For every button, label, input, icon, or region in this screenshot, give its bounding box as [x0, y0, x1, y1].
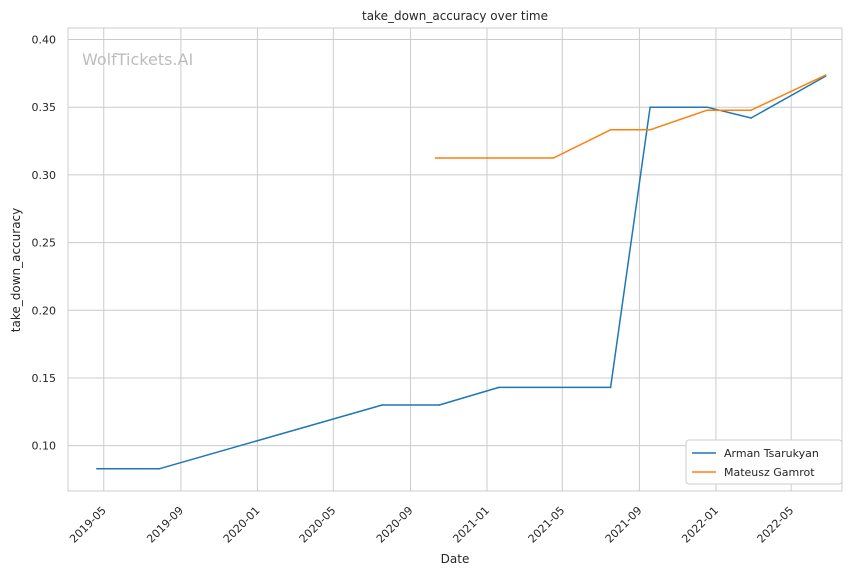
data-point-mateusz-gamrot-5 [706, 109, 708, 111]
legend-box [685, 439, 843, 485]
data-point-arman-tsarukyan-8 [750, 117, 752, 119]
data-point-arman-tsarukyan-6 [649, 106, 651, 108]
y-axis-title: take_down_accuracy [9, 208, 23, 332]
y-tick-label-0-10: 0.10 [32, 440, 57, 453]
y-tick-label-0-20: 0.20 [32, 304, 57, 317]
series-line-arman-tsarukyan [96, 75, 827, 470]
grid [68, 28, 842, 491]
data-point-mateusz-gamrot-6 [750, 109, 752, 111]
data-point-arman-tsarukyan-1 [158, 467, 161, 470]
y-tick-label-0-15: 0.15 [32, 372, 57, 385]
data-point-arman-tsarukyan-3 [438, 404, 441, 406]
series-layer [96, 74, 827, 470]
data-point-arman-tsarukyan-2 [381, 404, 384, 406]
y-tick-label-0-35: 0.35 [32, 101, 57, 114]
x-axis-title: Date [441, 552, 470, 566]
legend-label-mateusz-gamrot: Mateusz Gamrot [724, 466, 815, 479]
data-point-arman-tsarukyan-7 [706, 106, 708, 108]
watermark-text: WolfTickets.AI [82, 50, 193, 69]
legend-label-arman-tsarukyan: Arman Tsarukyan [724, 447, 819, 460]
chart-title: take_down_accuracy over time [362, 9, 548, 23]
data-point-mateusz-gamrot-3 [609, 129, 612, 131]
legend: Arman Tsarukyan Mateusz Gamrot [685, 439, 843, 485]
data-point-mateusz-gamrot-1 [486, 157, 489, 159]
y-tick-label-0-25: 0.25 [32, 237, 57, 250]
data-point-mateusz-gamrot-0 [434, 157, 437, 159]
y-tick-label-0-30: 0.30 [32, 169, 57, 182]
data-point-mateusz-gamrot-4 [649, 129, 651, 131]
data-point-arman-tsarukyan-0 [96, 467, 98, 470]
y-tick-label-0-40: 0.40 [32, 34, 57, 47]
y-tick-labels: 0.10 0.15 0.20 0.25 0.30 0.35 0.40 [32, 34, 57, 453]
data-point-mateusz-gamrot-7 [824, 74, 827, 76]
series-line-mateusz-gamrot [435, 74, 827, 159]
data-point-mateusz-gamrot-2 [552, 157, 555, 159]
data-point-arman-tsarukyan-4 [498, 386, 500, 389]
plot-frame [67, 27, 843, 492]
data-point-arman-tsarukyan-5 [609, 386, 612, 389]
